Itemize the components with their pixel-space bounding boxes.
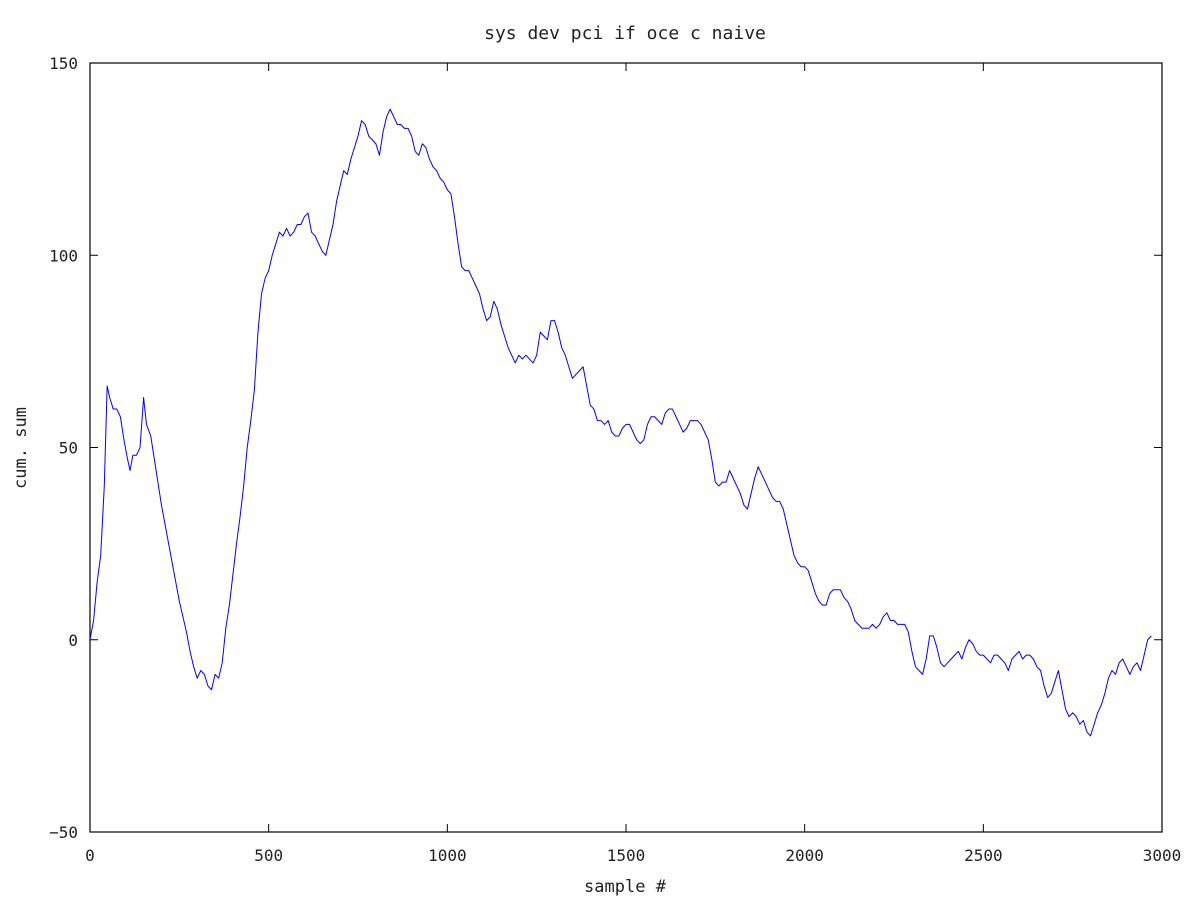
x-axis-label: sample # xyxy=(584,877,667,897)
y-tick-label: 50 xyxy=(59,439,78,458)
y-axis-label: cum. sum xyxy=(11,407,31,489)
y-tick-label: 150 xyxy=(49,54,78,73)
axis-tick-labels: 0 500 1000 1500 2000 2500 3000 −50 0 50 100 150 xyxy=(49,54,1181,865)
x-tick-label: 2000 xyxy=(785,846,824,865)
y-tick-label: 0 xyxy=(68,631,78,650)
x-tick-label: 3000 xyxy=(1143,846,1182,865)
chart-title: sys dev pci if oce c naive xyxy=(484,23,766,44)
y-tick-label: 100 xyxy=(49,246,78,265)
series-group xyxy=(89,108,1152,737)
plot-frame xyxy=(89,62,1163,833)
x-tick-label: 2500 xyxy=(964,846,1003,865)
x-tick-label: 0 xyxy=(85,846,95,865)
x-tick-label: 1500 xyxy=(607,846,646,865)
x-tick-label: 500 xyxy=(254,846,283,865)
y-tick-label: −50 xyxy=(49,823,78,842)
series-line-0 xyxy=(89,108,1152,737)
x-tick-label: 1000 xyxy=(428,846,467,865)
